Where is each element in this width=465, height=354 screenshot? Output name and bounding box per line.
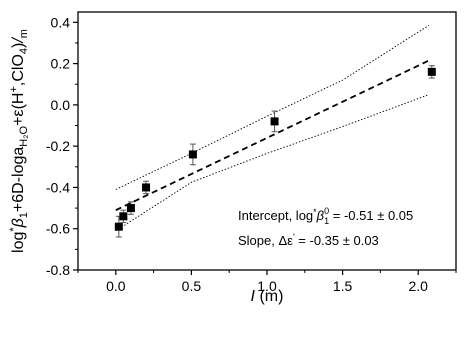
- y-axis: -0.8 -0.6 -0.4 -0.2 0.0 0.2 0.4: [46, 14, 78, 278]
- y-tick-label: -0.2: [46, 138, 70, 154]
- x-axis-title: I (m): [251, 288, 284, 305]
- y-tick-label: -0.8: [46, 262, 70, 278]
- annotation-intercept: Intercept, log*β0 1 = -0.51 ± 0.05: [238, 206, 413, 226]
- y-tick-label: 0.2: [51, 56, 71, 72]
- x-tick-label: 1.5: [333, 278, 353, 294]
- data-point: [270, 117, 279, 126]
- x-tick-label: 1.0: [257, 278, 277, 294]
- data-point: [119, 212, 128, 221]
- data-point: [427, 67, 436, 76]
- plot-frame: [77, 11, 457, 271]
- y-tick-label: 0.4: [51, 14, 71, 30]
- fit-line: [115, 59, 430, 211]
- data-point: [188, 150, 197, 159]
- confidence-upper-line: [115, 25, 430, 190]
- data-point: [142, 183, 151, 192]
- fit-line-group: [115, 59, 430, 211]
- x-tick-label: 0.5: [182, 278, 202, 294]
- y-tick-label: -0.6: [46, 221, 70, 237]
- annotation-slope: Slope, Δε' = -0.35 ± 0.03: [238, 232, 379, 248]
- x-tick-label: 2.0: [408, 278, 428, 294]
- confidence-bands: [115, 25, 430, 232]
- x-tick-label: 0.0: [106, 278, 126, 294]
- data-points: [114, 65, 436, 238]
- y-axis-title: log*β1+6D-logaH₂O+ε(H+,ClO4)/m: [8, 29, 30, 253]
- y-tick-label: 0.0: [51, 97, 71, 113]
- data-point: [114, 222, 123, 231]
- y-tick-label: -0.4: [46, 179, 70, 195]
- confidence-lower-line: [115, 94, 429, 232]
- data-point: [126, 204, 135, 213]
- x-axis: 0.0 0.5 1.0 1.5 2.0: [77, 270, 457, 294]
